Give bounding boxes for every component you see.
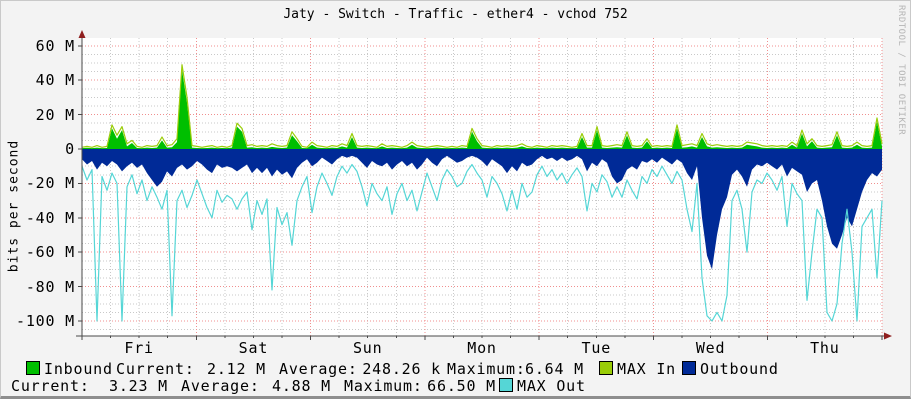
x-tick-label: Sat: [238, 339, 269, 357]
max-out-swatch: [499, 378, 513, 392]
outbound-maximum-label: Maximum:: [344, 377, 423, 395]
max-out-label: MAX Out: [517, 377, 586, 395]
x-tick-label: Fri: [124, 339, 154, 357]
y-tick-label: 0: [65, 140, 75, 158]
outbound-label: Outbound: [700, 360, 779, 378]
outbound-average-value: 4.88 M: [272, 377, 331, 395]
outbound-average-label: Average:: [181, 377, 260, 395]
x-tick-label: Wed: [695, 339, 726, 357]
y-tick-label: 20 M: [35, 105, 75, 124]
inbound-current-value: 2.12 M: [207, 360, 266, 378]
y-tick-label: -60 M: [25, 243, 75, 262]
inbound-maximum-value: 6.64 M: [525, 360, 584, 378]
y-tick-label: -20 M: [25, 174, 75, 193]
x-tick-label: Mon: [467, 339, 497, 357]
outbound-swatch: [682, 361, 696, 375]
x-tick-label: Sun: [352, 339, 383, 357]
x-tick-label: Tue: [581, 339, 612, 357]
outbound-maximum-value: 66.50 M: [427, 377, 496, 395]
max-in-swatch: [599, 361, 613, 375]
max-in-label: MAX In: [617, 360, 676, 378]
y-tick-label: -100 M: [16, 312, 75, 330]
outbound-current-value: 3.23 M: [109, 377, 168, 395]
y-tick-label: 40 M: [35, 71, 75, 90]
y-tick-label: -40 M: [25, 208, 75, 227]
inbound-average-label: Average:: [279, 360, 358, 378]
inbound-maximum-label: Maximum:: [447, 360, 526, 378]
inbound-current-label: Current:: [116, 360, 195, 378]
inbound-label: Inbound: [44, 360, 113, 378]
x-tick-label: Thu: [810, 339, 840, 357]
y-tick-label: -80 M: [25, 277, 75, 296]
y-tick-label: 60 M: [35, 36, 75, 55]
graph-title: Jaty - Switch - Traffic - ether4 - vchod…: [283, 7, 628, 22]
inbound-swatch: [26, 361, 40, 375]
inbound-average-value: 248.26 k: [362, 360, 441, 378]
outbound-current-label: Current:: [11, 377, 90, 395]
